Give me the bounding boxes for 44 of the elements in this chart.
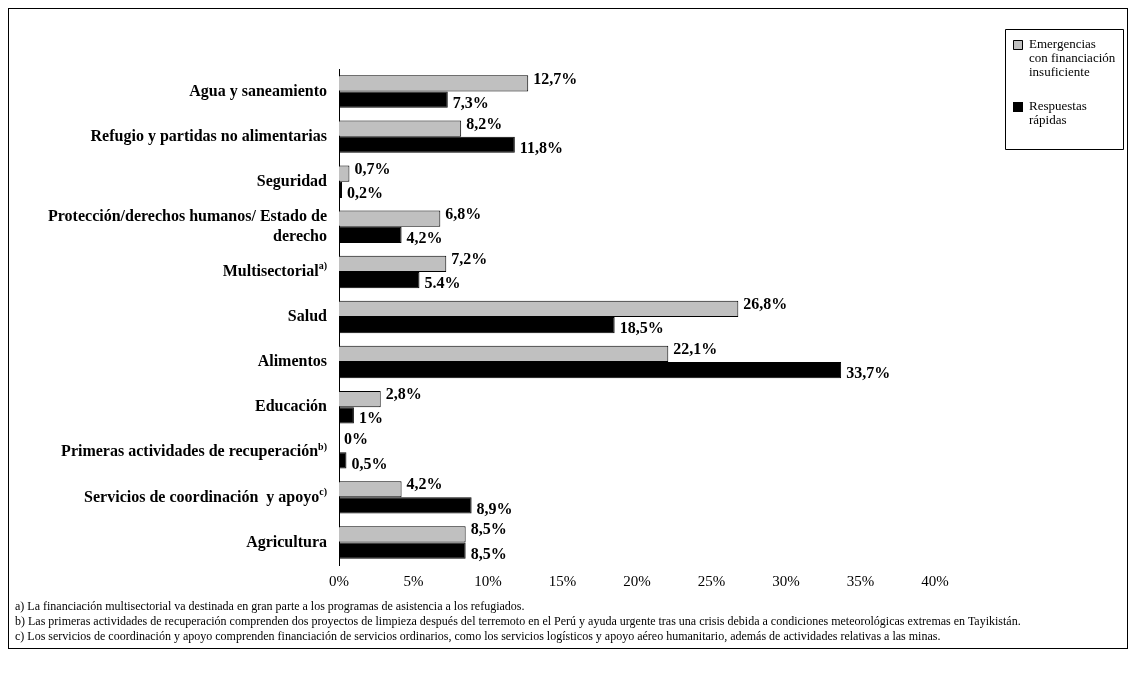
y-tick-label: Salud [287,307,328,325]
data-label: 26,8% [743,295,788,313]
x-tick-label: 10% [474,572,502,589]
data-label: 0% [344,430,368,448]
data-label: 12,7% [533,69,578,87]
legend-label: Respuestas rápidas [1029,98,1087,128]
data-label: 8,9% [476,499,513,517]
y-tick-label: Protección/derechos humanos/ Estado de derecho [48,206,328,244]
legend-label: Emergencias con financiación insuficiente [1029,36,1116,80]
x-tick-label: 35% [846,572,875,589]
x-tick-label: 30% [772,572,800,589]
x-tick-label: 15% [548,572,577,589]
data-label: 4,2% [406,229,443,247]
y-tick-label: Refugio y partidas no alimentarias [90,126,328,145]
y-tick-label: Educación [254,397,328,415]
data-label: 0,2% [346,183,383,201]
data-label: 0,7% [354,159,391,177]
data-label: 4,2% [406,475,443,493]
y-tick-label: Seguridad [256,171,328,190]
x-tick-label: 40% [921,572,949,589]
data-label: 7,2% [451,249,488,267]
data-label: 18,5% [619,319,664,337]
data-label: 7,3% [452,93,489,111]
data-label: 5.4% [424,274,461,292]
y-tick-label: Agua y saneamiento [189,81,327,100]
x-tick-label: 25% [697,572,726,589]
text: a) La financiación multisectorial va destinada en gran parte a los programas de asistencia a los refugiados. [15,599,526,614]
data-label: 11,8% [519,138,563,156]
data-label: 8,5% [470,544,507,562]
data-label: 8,5% [470,520,507,538]
data-label: 0,5% [351,454,388,472]
data-label: 2,8% [385,385,422,403]
data-label: 1% [358,409,383,427]
x-tick-label: 5% [403,572,424,589]
text: c) Los servicios de coordinación y apoyo comprenden financiación de servicios ordinarios, como los servicios logísticos y apoyo aéreo humanitario, además de actividades relativas a las minas. [15,629,942,644]
y-tick-label: Agricultura [246,532,327,551]
x-tick-label: 20% [623,572,651,589]
y-tick-label: Alimentos [257,352,327,370]
data-label: 33,7% [846,364,891,382]
x-tick-label: 0% [329,572,349,589]
data-label: 6,8% [445,204,482,222]
data-label: 22,1% [673,340,718,358]
text: b) Las primeras actividades de recuperación comprenden dos proyectos de limpieza después del terremoto en el Perú y ayuda urgente tras una crisis debida a condiciones meteorológicas extremas en Tayikistán. [15,614,1022,629]
data-label: 8,2% [466,114,503,132]
